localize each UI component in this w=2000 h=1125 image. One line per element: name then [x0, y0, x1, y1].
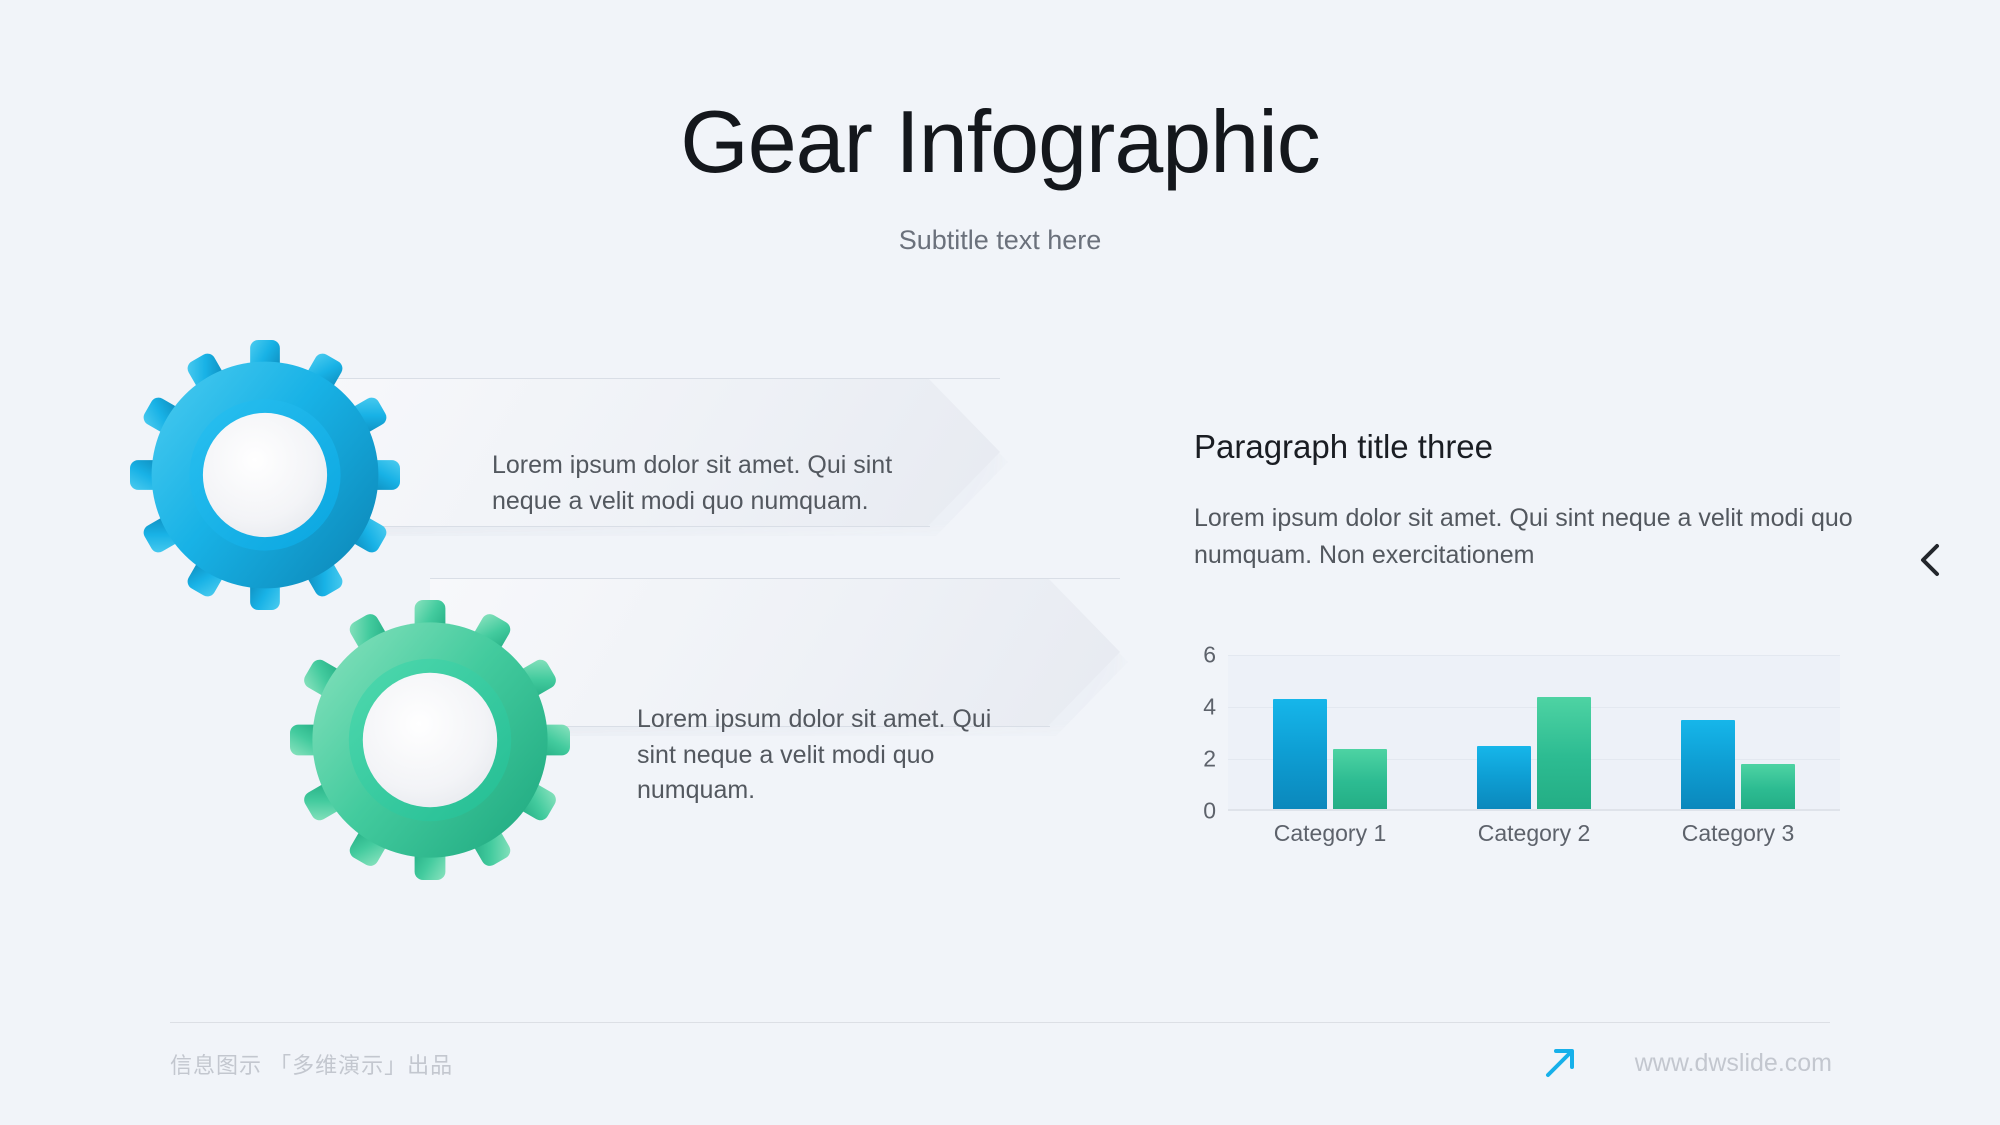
chevron-two-text: Lorem ipsum dolor sit amet. Qui sint neq… — [637, 705, 992, 804]
chevron-two-top-rule — [430, 578, 1120, 579]
page-subtitle: Subtitle text here — [898, 225, 1102, 255]
chart-x-tick-label: Category 2 — [1477, 820, 1591, 846]
prev-slide-chevron-icon[interactable] — [1914, 540, 1948, 580]
chart-category-group: Category 3 — [1636, 655, 1840, 846]
chart-gridline — [1228, 655, 1840, 656]
chart-bar[interactable] — [1273, 699, 1327, 811]
chart-bar[interactable] — [1537, 696, 1591, 811]
chart-bar[interactable] — [1333, 748, 1387, 811]
chart-x-tick-label: Category 3 — [1681, 820, 1795, 846]
external-link-arrow-icon — [1543, 1046, 1577, 1080]
chart-bar[interactable] — [1741, 764, 1795, 811]
green-gear-icon — [290, 600, 570, 880]
bar-chart: 0 2 4 6 Category 1 Category 2 Category 3 — [1190, 642, 1840, 846]
chart-y-tick-label: 6 — [1203, 641, 1216, 668]
footer-url[interactable]: www.dwslide.com — [1634, 1048, 1832, 1077]
chart-bar-groups: Category 1 Category 2 Category 3 — [1228, 655, 1840, 846]
chart-bar[interactable] — [1477, 746, 1531, 811]
chevron-two-bottom-rule — [430, 726, 1050, 727]
chevron-panel-two[interactable] — [430, 578, 1120, 726]
chevron-one-text: Lorem ipsum dolor sit amet. Qui sint neq… — [492, 451, 893, 515]
chevron-one-top-rule — [310, 378, 1000, 379]
paragraph-title: Paragraph title three — [1194, 428, 1494, 465]
chart-plot-area: 0 2 4 6 Category 1 Category 2 Category 3 — [1203, 642, 1840, 846]
page-title: Gear Infographic — [680, 92, 1321, 191]
chart-x-tick-label: Category 1 — [1273, 820, 1387, 846]
chart-category-group: Category 2 — [1432, 655, 1636, 846]
chart-y-tick-label: 0 — [1203, 797, 1216, 824]
chart-gridline — [1228, 707, 1840, 708]
chart-x-axis-line — [1228, 809, 1840, 811]
footer-link-group[interactable]: www.dwslide.com — [1543, 1046, 1832, 1080]
chevron-one-bottom-rule — [310, 526, 930, 527]
chart-y-tick-label: 2 — [1203, 745, 1216, 772]
chevron-panel-one[interactable] — [310, 378, 1000, 526]
chart-y-tick-label: 4 — [1203, 693, 1216, 720]
footer-divider — [170, 1022, 1830, 1023]
chart-category-group: Category 1 — [1228, 655, 1432, 846]
paragraph-body: Lorem ipsum dolor sit amet. Qui sint neq… — [1194, 504, 1853, 569]
footer-credit: 信息图示 「多维演示」出品 — [170, 1053, 454, 1078]
blue-gear-icon — [130, 340, 400, 610]
chart-bar[interactable] — [1681, 720, 1735, 811]
chart-gridline — [1228, 759, 1840, 760]
